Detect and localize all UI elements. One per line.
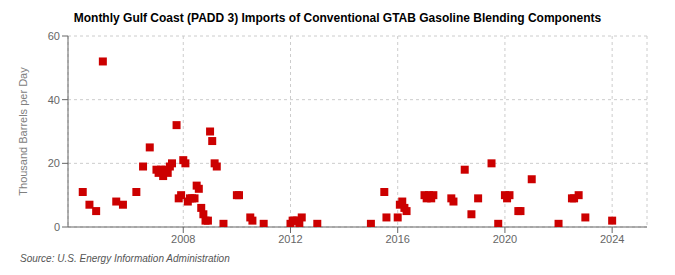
svg-text:20: 20: [48, 157, 60, 169]
svg-text:0: 0: [54, 221, 60, 233]
svg-text:60: 60: [48, 30, 60, 42]
svg-text:2024: 2024: [600, 233, 624, 245]
html-text:Monthly Gulf Coast (PADD 3) Im: Monthly Gulf Coast (PADD 3) Imports of C…: [73, 11, 602, 25]
svg-text:40: 40: [48, 94, 60, 106]
html-text:Source: U.S. Energy Informatio: Source: U.S. Energy Information Administ…: [20, 253, 230, 264]
svg-text:2020: 2020: [493, 233, 517, 245]
svg-text:2012: 2012: [278, 233, 302, 245]
svg-text:Thousand Barrels per Day: Thousand Barrels per Day: [17, 67, 29, 196]
svg-text:2016: 2016: [385, 233, 409, 245]
svg-text:2008: 2008: [171, 233, 195, 245]
